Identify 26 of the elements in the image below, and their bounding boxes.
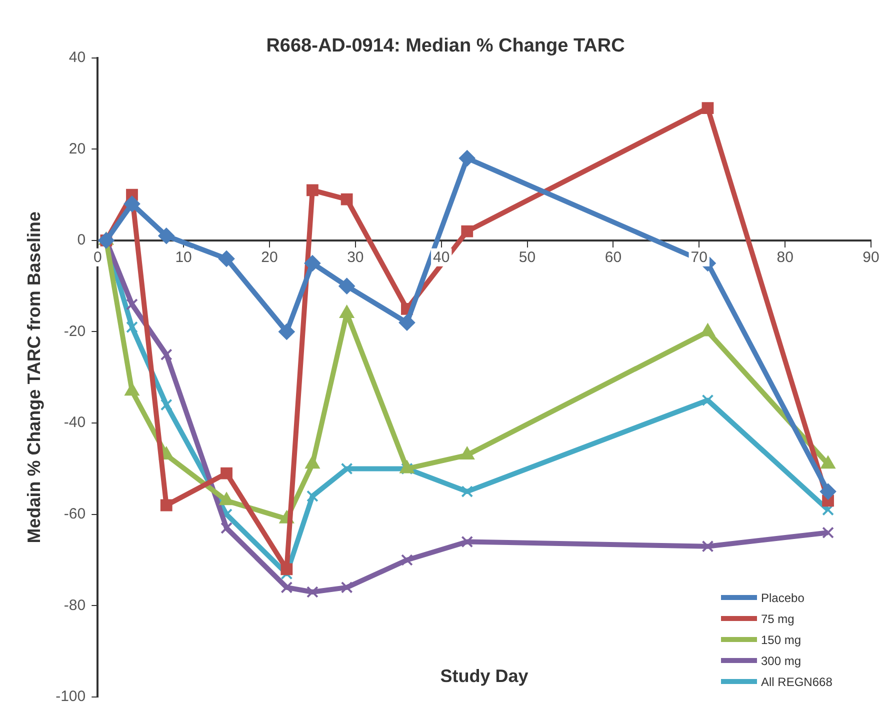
x-tick-label: 90 [862,249,880,266]
legend-label: All REGN668 [761,674,832,688]
legend-label: 75 mg [761,612,794,626]
x-axis-title: Study Day [440,666,528,686]
chart-title: R668-AD-0914: Median % Change TARC [266,36,626,57]
legend-label: 300 mg [761,654,802,668]
x-tick-label: 10 [175,249,192,266]
y-tick-label: -20 [64,322,86,340]
x-tick-label: 20 [261,249,278,266]
y-tick-label: -60 [64,506,86,523]
y-tick-label: -100 [56,688,86,706]
y-axis-title: Medain % Change TARC from Baseline [24,212,44,544]
x-tick-label: 60 [604,249,622,266]
y-tick-label: 40 [68,48,86,66]
x-tick-label: 80 [776,249,794,266]
x-tick-label: 70 [690,249,708,266]
x-tick-label: 30 [347,249,364,266]
y-tick-label: 0 [77,232,86,249]
x-tick-label: 50 [518,249,536,266]
y-tick-label: -80 [64,596,86,614]
y-tick-label: 20 [68,140,86,158]
legend-label: Placebo [761,590,804,604]
x-tick-label: 40 [433,249,450,266]
legend-label: 150 mg [761,632,802,646]
x-tick-label: 0 [93,249,102,266]
y-tick-label: -40 [64,414,86,432]
